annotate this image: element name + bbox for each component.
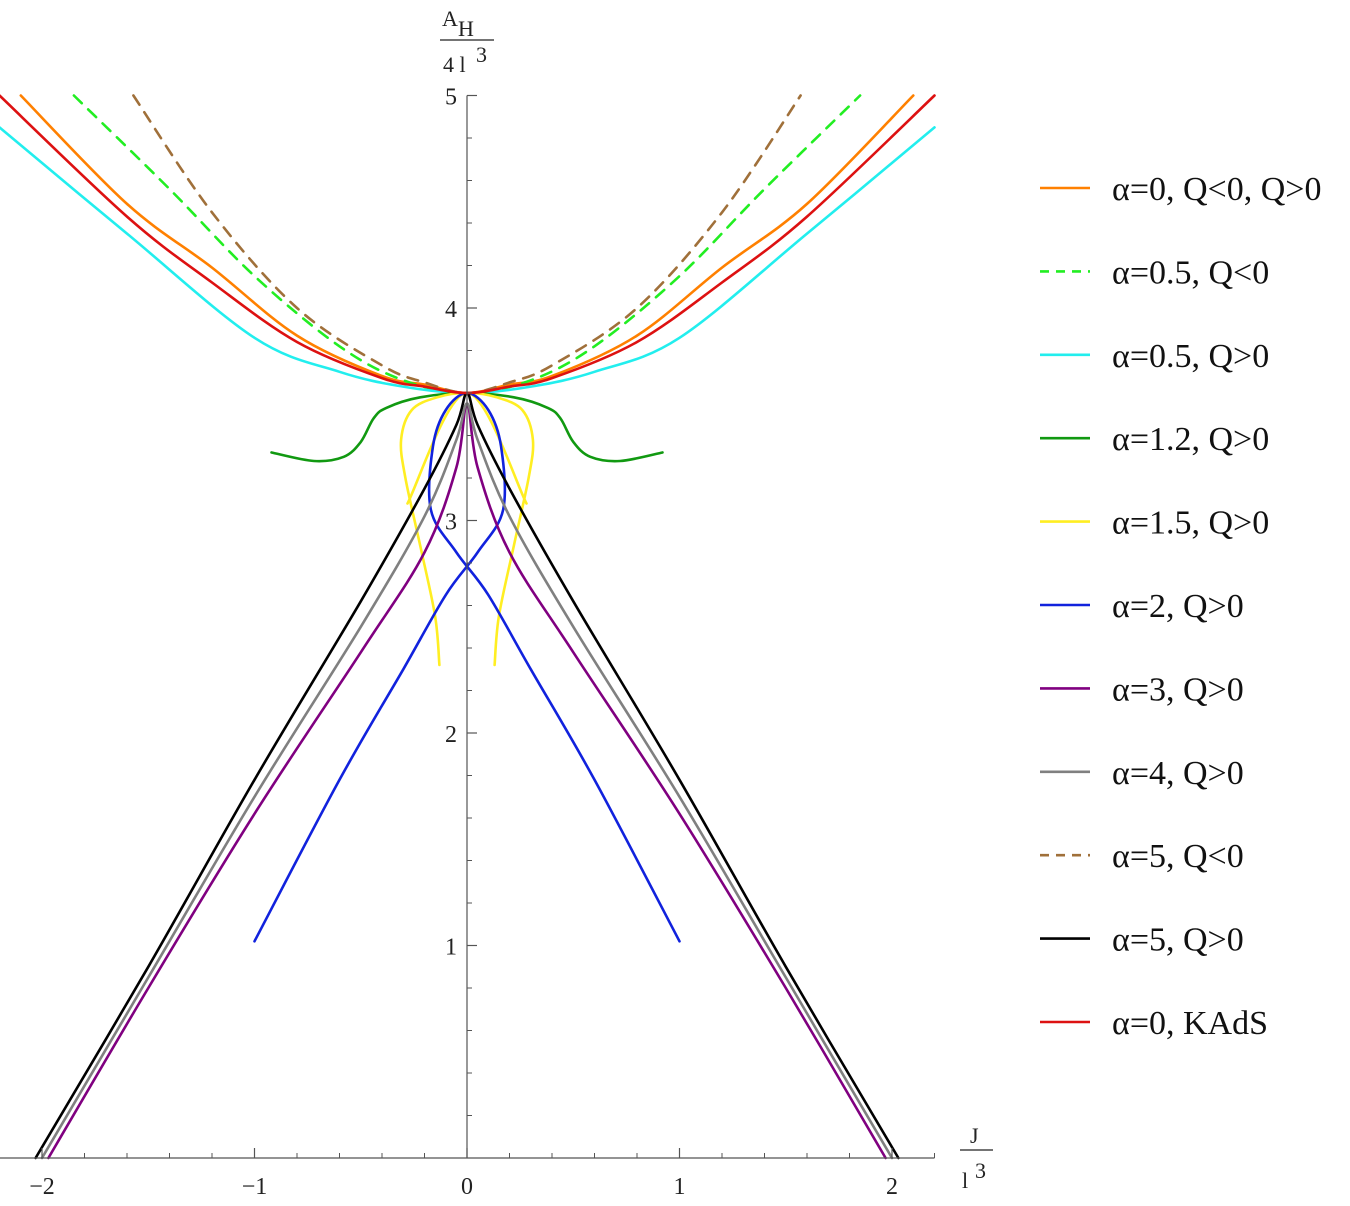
y-tick-label: 3: [445, 510, 457, 536]
legend-label-7: α=3, Q>0: [1112, 671, 1244, 708]
legend-label-10: α=5, Q>0: [1112, 922, 1244, 959]
legend-label-2: α=0.5, Q<0: [1112, 254, 1269, 291]
legend-label-9: α=5, Q<0: [1112, 838, 1244, 875]
legend-label-6: α=2, Q>0: [1112, 588, 1244, 625]
x-axis-label-denominator: l: [962, 1168, 968, 1193]
x-tick-label: −1: [242, 1174, 268, 1200]
legend-label-1: α=0, Q<0, Q>0: [1112, 171, 1321, 208]
y-tick-label: 1: [445, 935, 457, 961]
y-axis-label-subscript: H: [458, 16, 474, 41]
x-axis-label-numerator: J: [970, 1123, 979, 1148]
legend-label-4: α=1.2, Q>0: [1112, 421, 1269, 458]
legend-label-5: α=1.5, Q>0: [1112, 505, 1269, 542]
x-axis-label-exponent: 3: [975, 1158, 986, 1183]
y-tick-label: 2: [445, 722, 457, 748]
x-tick-label: 1: [674, 1174, 686, 1200]
x-tick-label: −2: [29, 1174, 55, 1200]
y-tick-label: 5: [445, 85, 457, 111]
y-axis-label-exponent: 3: [476, 42, 487, 67]
legend-label-11: α=0, KAdS: [1112, 1005, 1268, 1042]
y-axis-label-denominator: 4 l: [443, 52, 466, 77]
legend: α=0, Q<0, Q>0 α=0.5, Q<0 α=0.5, Q>0 α=1.2, …: [1040, 171, 1321, 1042]
x-tick-label: 2: [886, 1174, 898, 1200]
legend-label-3: α=0.5, Q>0: [1112, 338, 1269, 375]
y-tick-label: 4: [445, 297, 457, 323]
x-tick-label: 0: [461, 1174, 473, 1200]
legend-label-8: α=4, Q>0: [1112, 755, 1244, 792]
y-axis-label-numerator: A: [442, 6, 458, 31]
